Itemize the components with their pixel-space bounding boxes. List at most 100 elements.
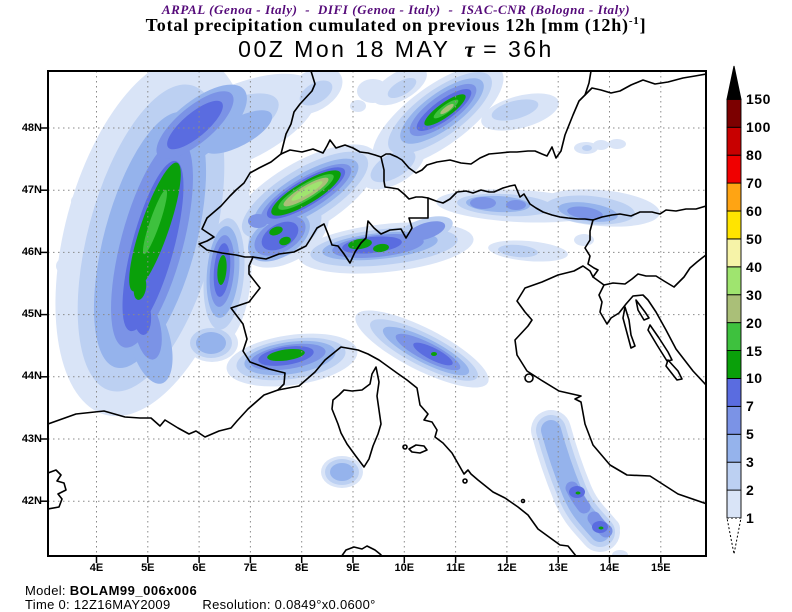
colorbar-segment [726, 322, 742, 351]
island-corsica [331, 366, 382, 468]
unit-exponent: -1 [628, 15, 640, 27]
latitude-label: 44N [21, 370, 42, 383]
border-france-switzerland [198, 153, 282, 258]
border-austria-slovenia [592, 205, 706, 221]
colorbar-level-label: 10 [746, 370, 763, 387]
colorbar-segment [726, 350, 742, 379]
latitude-label: 46N [21, 245, 42, 258]
time-label: Time 0: [25, 597, 70, 612]
map-frame [47, 70, 707, 557]
colorbar-segment [726, 210, 742, 240]
island-sardinia-tip [340, 545, 384, 556]
longitude-label: 7E [243, 562, 258, 574]
colorbar-segment [726, 378, 742, 407]
longitude-label: 12E [497, 562, 517, 574]
footer-model-line: Model: BOLAM99_006x006 [25, 583, 197, 598]
border-rhine [280, 71, 316, 155]
colorbar-segment [726, 433, 742, 463]
colorbar-level-label: 60 [746, 202, 763, 219]
island-cres [622, 306, 636, 349]
longitude-label: 15E [651, 562, 671, 574]
longitude-label: 10E [394, 562, 415, 574]
coastline-adriatic [514, 265, 706, 505]
border-france-italy [230, 256, 286, 391]
longitude-label: 4E [89, 562, 104, 574]
product-title: Total precipitation cumulated on previou… [0, 15, 792, 36]
axis-ticks [41, 127, 662, 563]
colorbar [726, 65, 742, 555]
time-value: 12Z16MAY2009 [73, 597, 171, 612]
latitude-label: 48N [21, 121, 42, 134]
colorbar-level-label: 5 [746, 426, 755, 443]
island-giglio [462, 478, 468, 484]
credit-line: ARPAL (Genoa - Italy) - DIFI (Genoa - It… [161, 2, 631, 17]
colorbar-segment [726, 154, 742, 184]
longitude-label: 8E [294, 562, 309, 574]
model-label: Model: [25, 583, 66, 598]
colorbar-level-label: 80 [746, 147, 763, 164]
island-elba [408, 444, 428, 454]
island-dalmatian [665, 359, 683, 381]
longitude-label: 14E [599, 562, 620, 574]
coastline-spain [48, 469, 67, 510]
island-krk [635, 299, 650, 321]
tau-value: = 36h [483, 36, 554, 62]
colorbar-segment [726, 294, 742, 324]
colorbar-segment [726, 489, 742, 519]
resolution-value: 0.0849°x0.0600° [274, 597, 376, 612]
colorbar-segment [726, 238, 742, 268]
coastline-west-mediterranean [48, 346, 577, 556]
product-title-text: Total precipitation cumulated on previou… [145, 15, 629, 35]
latitude-label: 45N [21, 308, 42, 321]
island-pag [647, 324, 673, 362]
colorbar-level-label: 20 [746, 314, 763, 331]
colorbar-level-label: 15 [746, 342, 763, 359]
colorbar-level-label: 100 [746, 119, 771, 136]
island-small-2 [520, 498, 526, 504]
longitude-label: 6E [192, 562, 206, 574]
border-czech [584, 71, 592, 96]
border-switzerland-austria [380, 156, 429, 200]
colorbar-segment [726, 126, 742, 156]
colorbar-segment [726, 98, 742, 128]
lake-trasimeno [524, 373, 534, 383]
resolution-label: Resolution: [202, 597, 271, 612]
longitude-label: 13E [548, 562, 568, 574]
latitude-label: 43N [21, 432, 42, 445]
footer-time-line: Time 0: 12Z16MAY2009 Resolution: 0.0849°… [25, 597, 376, 612]
coastlines-borders [48, 71, 706, 556]
border-slovenia-croatia [603, 254, 706, 288]
colorbar-segment [726, 405, 742, 435]
colorbar-level-label: 7 [746, 398, 755, 415]
longitude-label: 9E [346, 562, 360, 574]
colorbar-segment [726, 266, 742, 296]
colorbar-segment [726, 182, 742, 212]
colorbar-level-label: 1 [746, 510, 755, 526]
colorbar-over-arrow [726, 65, 742, 100]
longitude-label: 5E [141, 562, 155, 574]
latitude-label: 47N [21, 183, 42, 196]
colorbar-segments [726, 98, 742, 519]
longitude-label: 11E [446, 562, 466, 574]
tau-symbol: τ [464, 37, 478, 62]
colorbar-level-label: 50 [746, 230, 763, 247]
precipitation-shading [55, 71, 660, 556]
colorbar-level-label: 70 [746, 175, 763, 192]
border-austria-italy [427, 184, 594, 221]
colorbar-segment [726, 461, 742, 491]
island-small-1 [402, 444, 408, 450]
border-switzerland-italy [252, 197, 429, 264]
colorbar-level-label: 30 [746, 286, 763, 303]
border-germany-austria [280, 73, 706, 174]
run-datetime: 00Z Mon 18 MAY [238, 36, 451, 62]
model-value: BOLAM99_006x006 [69, 583, 198, 598]
colorbar-level-label: 3 [746, 454, 755, 471]
border-italy-slovenia [584, 219, 599, 278]
latitude-label: 42N [21, 494, 42, 507]
colorbar-level-label: 40 [746, 258, 763, 275]
product-title-close: ] [639, 15, 647, 35]
colorbar-under-funnel [726, 517, 742, 555]
colorbar-level-label: 150 [746, 91, 771, 108]
